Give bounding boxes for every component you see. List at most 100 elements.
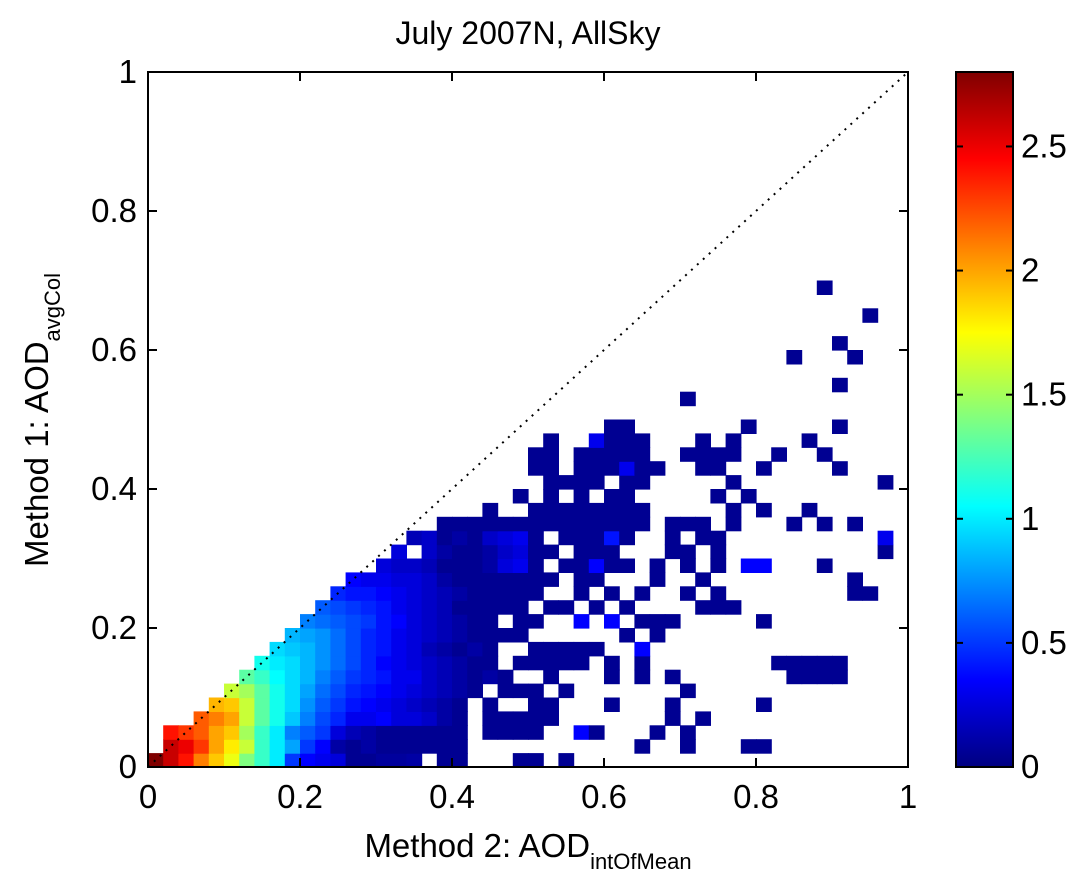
- heatmap-cell: [710, 461, 727, 476]
- heatmap-cell: [467, 586, 483, 601]
- heatmap-cell: [573, 586, 590, 601]
- heatmap-cell: [482, 641, 499, 657]
- heatmap-cell: [360, 614, 377, 629]
- heatmap-cell: [725, 433, 742, 448]
- heatmap-cell: [862, 586, 879, 601]
- heatmap-cell: [421, 530, 438, 546]
- heatmap-cell: [619, 600, 635, 615]
- heatmap-cell: [300, 655, 316, 671]
- heatmap-cell: [604, 544, 620, 560]
- heatmap-cell: [224, 711, 240, 726]
- heatmap-cell: [649, 461, 666, 476]
- heatmap-cell: [436, 572, 453, 587]
- heatmap-cell: [634, 586, 651, 601]
- heatmap-cell: [573, 516, 590, 532]
- heatmap-cell: [634, 433, 651, 448]
- heatmap-cell: [619, 502, 635, 518]
- heatmap-cell: [619, 447, 635, 462]
- heatmap-cell: [436, 628, 453, 643]
- heatmap-cell: [436, 530, 453, 546]
- heatmap-cell: [512, 516, 529, 532]
- heatmap-cell: [467, 655, 483, 671]
- heatmap-cell: [208, 739, 225, 754]
- heatmap-cell: [421, 655, 438, 671]
- heatmap-cell: [391, 697, 407, 712]
- heatmap-cell: [406, 628, 423, 643]
- heatmap-cell: [832, 419, 848, 434]
- heatmap-cell: [376, 683, 392, 699]
- y-tick-label: 0.4: [91, 470, 137, 507]
- heatmap-cell: [619, 475, 635, 490]
- heatmap-cell: [284, 711, 301, 726]
- heatmap-cell: [664, 544, 681, 560]
- heatmap-cell: [345, 600, 362, 615]
- colorbar: [956, 72, 1013, 767]
- heatmap-cell: [452, 725, 468, 740]
- heatmap-cell: [862, 308, 879, 323]
- heatmap-cell: [436, 711, 453, 726]
- heatmap-cell: [573, 489, 590, 504]
- axis-ticks: [147, 71, 909, 768]
- heatmap-cell: [877, 530, 894, 546]
- heatmap-cell: [528, 614, 544, 629]
- heatmap-cell: [710, 530, 727, 546]
- heatmap-cell: [360, 600, 377, 615]
- heatmap-cell: [543, 600, 559, 615]
- heatmap-cell: [664, 516, 681, 532]
- heatmap-cell: [664, 697, 681, 712]
- heatmap-cell: [619, 558, 635, 573]
- colorbar-tick-label: 0: [1021, 748, 1039, 785]
- heatmap-cell: [558, 641, 575, 657]
- heatmap-cell: [330, 614, 347, 629]
- heatmap-cell: [588, 516, 605, 532]
- heatmap-cell: [528, 572, 544, 587]
- heatmap-cell: [421, 641, 438, 657]
- heatmap-cell: [543, 447, 559, 462]
- x-tick-label: 0: [139, 778, 157, 815]
- heatmap-cell: [391, 669, 407, 685]
- heatmap-cell: [497, 600, 514, 615]
- heatmap-cell: [847, 350, 863, 365]
- y-axis-label-main: Method 1: AOD: [18, 341, 55, 567]
- heatmap-cell: [710, 544, 727, 560]
- heatmap-cell: [467, 558, 483, 573]
- heatmap-cell: [391, 614, 407, 629]
- heatmap-cell: [391, 628, 407, 643]
- plot-frame: [147, 71, 909, 768]
- heatmap-cell: [330, 600, 347, 615]
- y-axis-label: Method 1: AODavgCol: [18, 273, 65, 567]
- heatmap-cell: [269, 641, 286, 657]
- heatmap-cell: [680, 391, 696, 407]
- heatmap-cell: [543, 461, 559, 476]
- heatmap-cell: [543, 544, 559, 560]
- heatmap-cell: [573, 530, 590, 546]
- heatmap-cell: [421, 739, 438, 754]
- heatmap-cell: [391, 725, 407, 740]
- heatmap-cell: [482, 614, 499, 629]
- heatmap-cell: [604, 489, 620, 504]
- heatmap-cell: [604, 586, 620, 601]
- heatmap-cell: [482, 558, 499, 573]
- heatmap-cell: [832, 669, 848, 685]
- heatmap-cell: [816, 655, 833, 671]
- heatmap-cell: [452, 669, 468, 685]
- heatmap-cell: [452, 711, 468, 726]
- x-axis-label: Method 2: AODintOfMean: [364, 827, 691, 874]
- heatmap-cell: [452, 697, 468, 712]
- heatmap-cell: [284, 683, 301, 699]
- heatmap-cell: [239, 725, 255, 740]
- y-tick-label: 0: [119, 748, 137, 785]
- heatmap-cell: [816, 558, 833, 573]
- heatmap-cell: [816, 669, 833, 685]
- heatmap-cell: [376, 669, 392, 685]
- colorbar-tick-label: 0.5: [1021, 624, 1067, 661]
- heatmap-cell: [512, 530, 529, 546]
- heatmap-cell: [300, 628, 316, 643]
- heatmap-cell: [345, 586, 362, 601]
- heatmap-cell: [786, 350, 803, 365]
- heatmap-cell: [284, 641, 301, 657]
- heatmap-cell: [239, 711, 255, 726]
- heatmap-cell: [725, 600, 742, 615]
- heatmap-cell: [710, 600, 727, 615]
- heatmap-cell: [588, 558, 605, 573]
